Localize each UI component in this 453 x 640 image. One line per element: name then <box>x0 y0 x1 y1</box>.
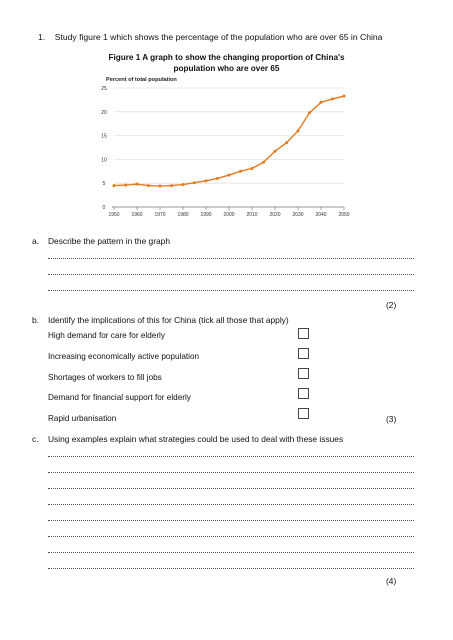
x-tick-label: 2050 <box>338 212 349 218</box>
tick-box[interactable] <box>298 368 309 379</box>
data-point <box>227 173 231 177</box>
y-tick-label: 15 <box>101 134 107 140</box>
question-a-letter: a. <box>32 236 39 246</box>
data-point <box>308 111 311 115</box>
data-point <box>239 169 242 173</box>
tick-box[interactable] <box>298 408 309 419</box>
tick-box[interactable] <box>298 388 309 399</box>
option-label: Demand for financial support for elderly <box>48 393 191 402</box>
x-tick-label: 2020 <box>269 212 280 218</box>
question-c-marks: (4) <box>386 576 397 586</box>
answer-line[interactable] <box>48 488 414 489</box>
option-label: Shortages of workers to fill jobs <box>48 373 162 382</box>
data-point <box>319 100 323 104</box>
population-chart: Percent of total population 0 5 10 15 20 25 195… <box>101 77 350 218</box>
tick-box[interactable] <box>298 328 309 339</box>
answer-line[interactable] <box>48 274 414 275</box>
y-tick-label: 0 <box>103 205 106 211</box>
question-b-text: Identify the implications of this for Ch… <box>48 315 289 325</box>
data-point <box>216 176 219 180</box>
x-tick-label: 2010 <box>246 212 257 218</box>
data-point <box>170 184 173 188</box>
answer-line[interactable] <box>48 258 414 259</box>
data-point <box>135 182 139 186</box>
question-1: 1. Study figure 1 which shows the percen… <box>38 32 382 42</box>
x-tick-label: 1960 <box>131 212 142 218</box>
data-point <box>331 97 334 101</box>
x-tick-label: 2000 <box>223 212 234 218</box>
x-tick-label: 1990 <box>200 212 211 218</box>
answer-line[interactable] <box>48 568 414 569</box>
question-a-text: Describe the pattern in the graph <box>48 236 170 246</box>
question-1-number: 1. <box>38 32 46 42</box>
answer-line[interactable] <box>48 520 414 521</box>
y-tick-label: 10 <box>101 157 107 163</box>
answer-line[interactable] <box>48 456 414 457</box>
data-point <box>204 179 208 183</box>
data-point <box>112 184 116 188</box>
y-tick-label: 25 <box>101 86 107 92</box>
option-label: Rapid urbanisation <box>48 414 117 423</box>
data-point <box>273 149 277 153</box>
y-axis-label: Percent of total population <box>106 77 177 83</box>
option-label: High demand for care for elderly <box>48 331 165 340</box>
option-label: Increasing economically active populatio… <box>48 352 200 361</box>
data-point <box>181 183 185 187</box>
figure-title-line2: population who are over 65 <box>173 64 280 73</box>
question-a-marks: (2) <box>386 300 397 310</box>
y-tick-label: 5 <box>103 181 106 187</box>
question-c-letter: c. <box>32 434 39 444</box>
y-tick-label: 20 <box>101 110 107 116</box>
answer-line[interactable] <box>48 536 414 537</box>
data-point <box>285 141 288 145</box>
question-c-text: Using examples explain what strategies c… <box>48 434 344 444</box>
data-point <box>147 184 150 188</box>
data-point <box>342 94 346 98</box>
data-point <box>158 184 162 188</box>
x-tick-label: 2040 <box>315 212 326 218</box>
data-point <box>296 129 300 133</box>
x-tick-label: 1980 <box>177 212 188 218</box>
x-tick-label: 1950 <box>108 212 119 218</box>
answer-line[interactable] <box>48 472 414 473</box>
figure-title-line1: Figure 1 A graph to show the changing pr… <box>108 53 345 62</box>
series-line <box>113 95 345 187</box>
question-1-text: Study figure 1 which shows the percentag… <box>54 32 383 42</box>
data-point <box>124 183 127 187</box>
figure-title: Figure 1 A graph to show the changing pr… <box>60 52 393 74</box>
answer-line[interactable] <box>48 504 414 505</box>
x-tick-label: 2030 <box>292 212 303 218</box>
data-point <box>262 160 265 164</box>
data-point <box>193 181 196 185</box>
tick-box[interactable] <box>298 348 309 359</box>
answer-line[interactable] <box>48 552 414 553</box>
question-b-letter: b. <box>32 315 39 325</box>
answer-line[interactable] <box>48 290 414 291</box>
question-b-marks: (3) <box>386 414 397 424</box>
x-tick-label: 1970 <box>154 212 165 218</box>
data-point <box>250 166 254 170</box>
